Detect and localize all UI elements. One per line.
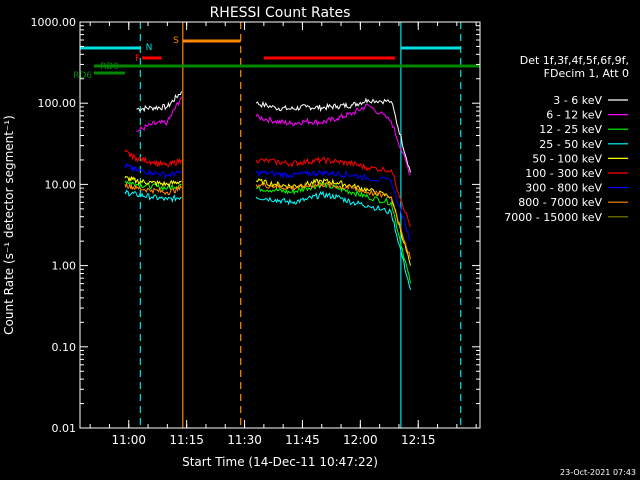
x-tick-label-1: 11:00 bbox=[111, 433, 146, 447]
legend-label-2: 6 - 12 keV bbox=[546, 109, 602, 122]
x-tick-label-4: 11:45 bbox=[285, 433, 320, 447]
x-axis: 11:00 11:15 11:30 11:45 12:00 12:15 bbox=[89, 22, 477, 447]
plot-timestamp: 23-Oct-2021 07:43 bbox=[560, 468, 636, 477]
x-tick-label-6: 12:15 bbox=[401, 433, 436, 447]
plot-frame bbox=[79, 21, 481, 429]
series-line-1 bbox=[136, 91, 411, 173]
y-axis: 0.01 0.10 1.00 10.00 100.00 1000.00 bbox=[31, 16, 480, 435]
x-tick-label-5: 12:00 bbox=[343, 433, 378, 447]
x-axis-label: Start Time (14-Dec-11 10:47:22) bbox=[182, 455, 378, 469]
legend-label-9: 7000 - 15000 keV bbox=[504, 211, 602, 224]
y-tick-label-1: 0.01 bbox=[52, 422, 77, 435]
y-tick-label-5: 100.00 bbox=[38, 97, 77, 110]
flag-label-flare: F bbox=[135, 54, 140, 64]
legend-label-3: 12 - 25 keV bbox=[539, 123, 602, 136]
series-line-4 bbox=[124, 189, 411, 291]
y-tick-label-4: 10.00 bbox=[45, 178, 77, 191]
legend-label-1: 3 - 6 keV bbox=[553, 94, 602, 107]
y-axis-label: Count Rate (s⁻¹ detector segment⁻¹) bbox=[2, 115, 16, 335]
legend-header-line-2: FDecim 1, Att 0 bbox=[544, 67, 629, 80]
series-line-7 bbox=[124, 161, 411, 242]
y-tick-label-2: 0.10 bbox=[52, 341, 77, 354]
legend-header-line-1: Det 1f,3f,4f,5f,6f,9f, bbox=[520, 54, 629, 67]
y-tick-label-3: 1.00 bbox=[52, 260, 77, 273]
legend-label-6: 100 - 300 keV bbox=[525, 167, 602, 180]
flag-label-night: N bbox=[146, 43, 153, 53]
legend: Det 1f,3f,4f,5f,6f,9f, FDecim 1, Att 0 3… bbox=[504, 54, 629, 224]
flag-label-saa: S bbox=[173, 36, 179, 46]
series-line-6 bbox=[124, 149, 411, 228]
y-tick-label-6: 1000.00 bbox=[31, 16, 77, 29]
series-line-3 bbox=[124, 180, 411, 284]
series-line-8 bbox=[124, 181, 411, 260]
x-tick-label-2: 11:15 bbox=[169, 433, 204, 447]
legend-label-8: 800 - 7000 keV bbox=[518, 196, 602, 209]
series-line-2 bbox=[136, 96, 411, 176]
legend-label-5: 50 - 100 keV bbox=[532, 152, 602, 165]
legend-label-7: 300 - 800 keV bbox=[525, 182, 602, 195]
flag-label-rd0: RD0 bbox=[100, 62, 119, 72]
chart-title: RHESSI Count Rates bbox=[210, 5, 351, 21]
flag-label-rd6: RD6 bbox=[73, 71, 92, 81]
x-tick-label-3: 11:30 bbox=[227, 433, 262, 447]
plot-area: N S F RD0 RD6 bbox=[73, 22, 480, 428]
legend-label-4: 25 - 50 keV bbox=[539, 138, 602, 151]
